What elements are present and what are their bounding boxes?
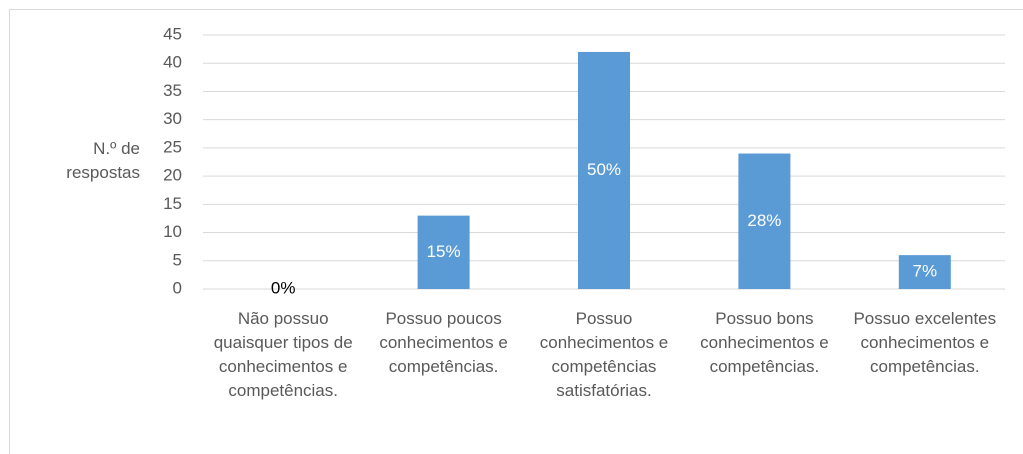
x-tick-label: Possuo excelentes conhecimentos e compet… [853,309,997,376]
y-tick-label: 45 [163,24,182,43]
y-tick-label: 5 [173,250,182,269]
data-label: 28% [747,211,781,230]
y-tick-label: 20 [163,166,182,185]
y-tick-label: 10 [163,222,182,241]
x-tick-label: Possuo poucos conhecimentos e competênci… [379,309,508,376]
y-tick-label: 25 [163,137,182,156]
y-tick-label: 40 [163,53,182,72]
data-label: 0% [271,278,296,297]
x-tick-label: Possuo bons conhecimentos e competências… [700,309,829,376]
bar [417,215,470,289]
bar [898,255,951,289]
y-axis-label: N.º de respostas [66,139,140,182]
frame [9,9,1023,454]
y-tick-label: 0 [173,278,182,297]
y-tick-label: 30 [163,109,182,128]
data-label: 15% [427,242,461,261]
data-label: 7% [913,262,938,281]
x-tick-label: Não possuo quaisquer tipos de conhecimen… [213,309,353,400]
y-tick-label: 15 [163,194,182,213]
y-tick-label: 35 [163,81,182,100]
data-label: 50% [587,160,621,179]
bar [578,51,630,289]
bar [738,153,791,289]
x-tick-label: Possuo conhecimentos e competências sati… [539,309,669,400]
